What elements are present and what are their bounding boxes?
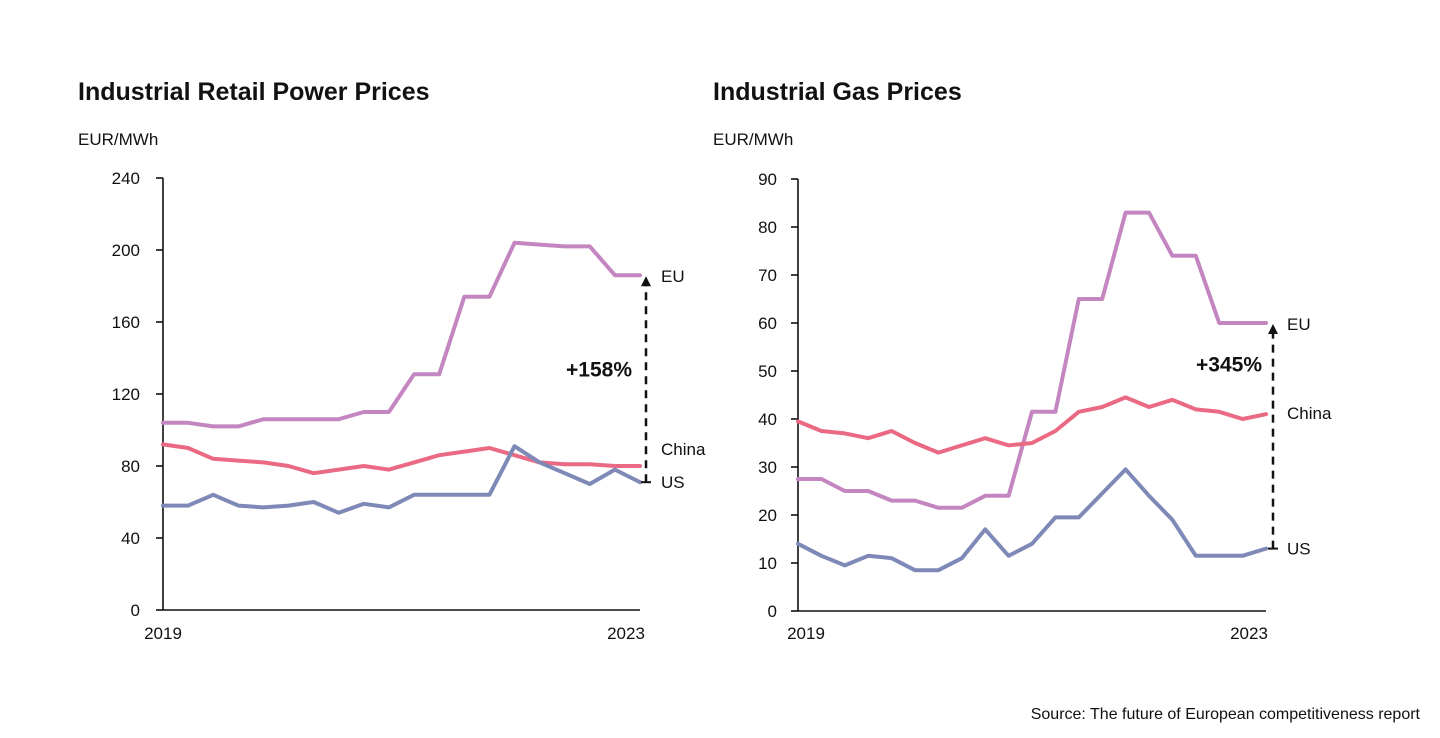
power-series-us-line (161, 444, 642, 515)
gas-y-tick-label: 70 (758, 266, 777, 285)
power-x-tick-start: 2019 (144, 624, 182, 643)
gas-label-eu: EU (1287, 315, 1311, 334)
power-label-china: China (661, 440, 706, 459)
power-gap-percent: +158% (566, 358, 632, 381)
power-prices-chart: Industrial Retail Power Prices EUR/MWh 0… (78, 78, 706, 643)
power-y-tick-label: 80 (121, 457, 140, 476)
gas-label-us: US (1287, 540, 1311, 559)
gas-x-tick-end: 2023 (1230, 624, 1268, 643)
gas-y-tick-label: 60 (758, 314, 777, 333)
gas-prices-chart: Industrial Gas Prices EUR/MWh 0 10 20 30 40 5… (713, 78, 1332, 643)
gas-y-tick-label: 0 (768, 602, 777, 621)
gas-x-tick-start: 2019 (787, 624, 825, 643)
gas-gap-arrow (1268, 324, 1278, 550)
gas-y-tick-label: 10 (758, 554, 777, 573)
power-x-tick-end: 2023 (607, 624, 645, 643)
gas-y-tick-label: 20 (758, 506, 777, 525)
power-series-china-line (161, 442, 642, 476)
gas-y-unit-label: EUR/MWh (713, 130, 793, 149)
gas-y-tick-label: 50 (758, 362, 777, 381)
power-series-lines (161, 240, 642, 515)
power-y-ticks: 0 40 80 120 160 200 240 (112, 169, 163, 620)
gas-gap-arrowhead (1268, 324, 1278, 334)
gas-y-ticks: 0 10 20 30 40 50 60 70 80 90 (758, 170, 798, 621)
gas-series-eu-line (796, 210, 1268, 510)
gas-y-tick-label: 30 (758, 458, 777, 477)
power-chart-title: Industrial Retail Power Prices (78, 78, 430, 106)
gas-y-tick-label: 80 (758, 218, 777, 237)
power-y-tick-label: 240 (112, 169, 140, 188)
gas-gap-percent: +345% (1196, 354, 1262, 377)
power-y-tick-label: 120 (112, 385, 140, 404)
gas-chart-title: Industrial Gas Prices (713, 78, 962, 106)
gas-label-china: China (1287, 404, 1332, 423)
power-y-tick-label: 40 (121, 529, 140, 548)
power-y-unit-label: EUR/MWh (78, 130, 158, 149)
power-y-tick-label: 200 (112, 241, 140, 260)
gas-y-tick-label: 40 (758, 410, 777, 429)
gas-series-china-line (796, 395, 1268, 455)
power-y-tick-label: 0 (131, 601, 140, 620)
power-label-eu: EU (661, 267, 685, 286)
power-series-eu-line (161, 240, 642, 429)
source-note: Source: The future of European competiti… (1030, 706, 1420, 723)
gas-series-lines (796, 210, 1268, 573)
power-gap-arrow (641, 276, 651, 484)
gas-series-us-line (796, 467, 1268, 573)
gas-y-tick-label: 90 (758, 170, 777, 189)
power-gap-arrowhead (641, 276, 651, 287)
power-y-tick-label: 160 (112, 313, 140, 332)
power-label-us: US (661, 473, 685, 492)
